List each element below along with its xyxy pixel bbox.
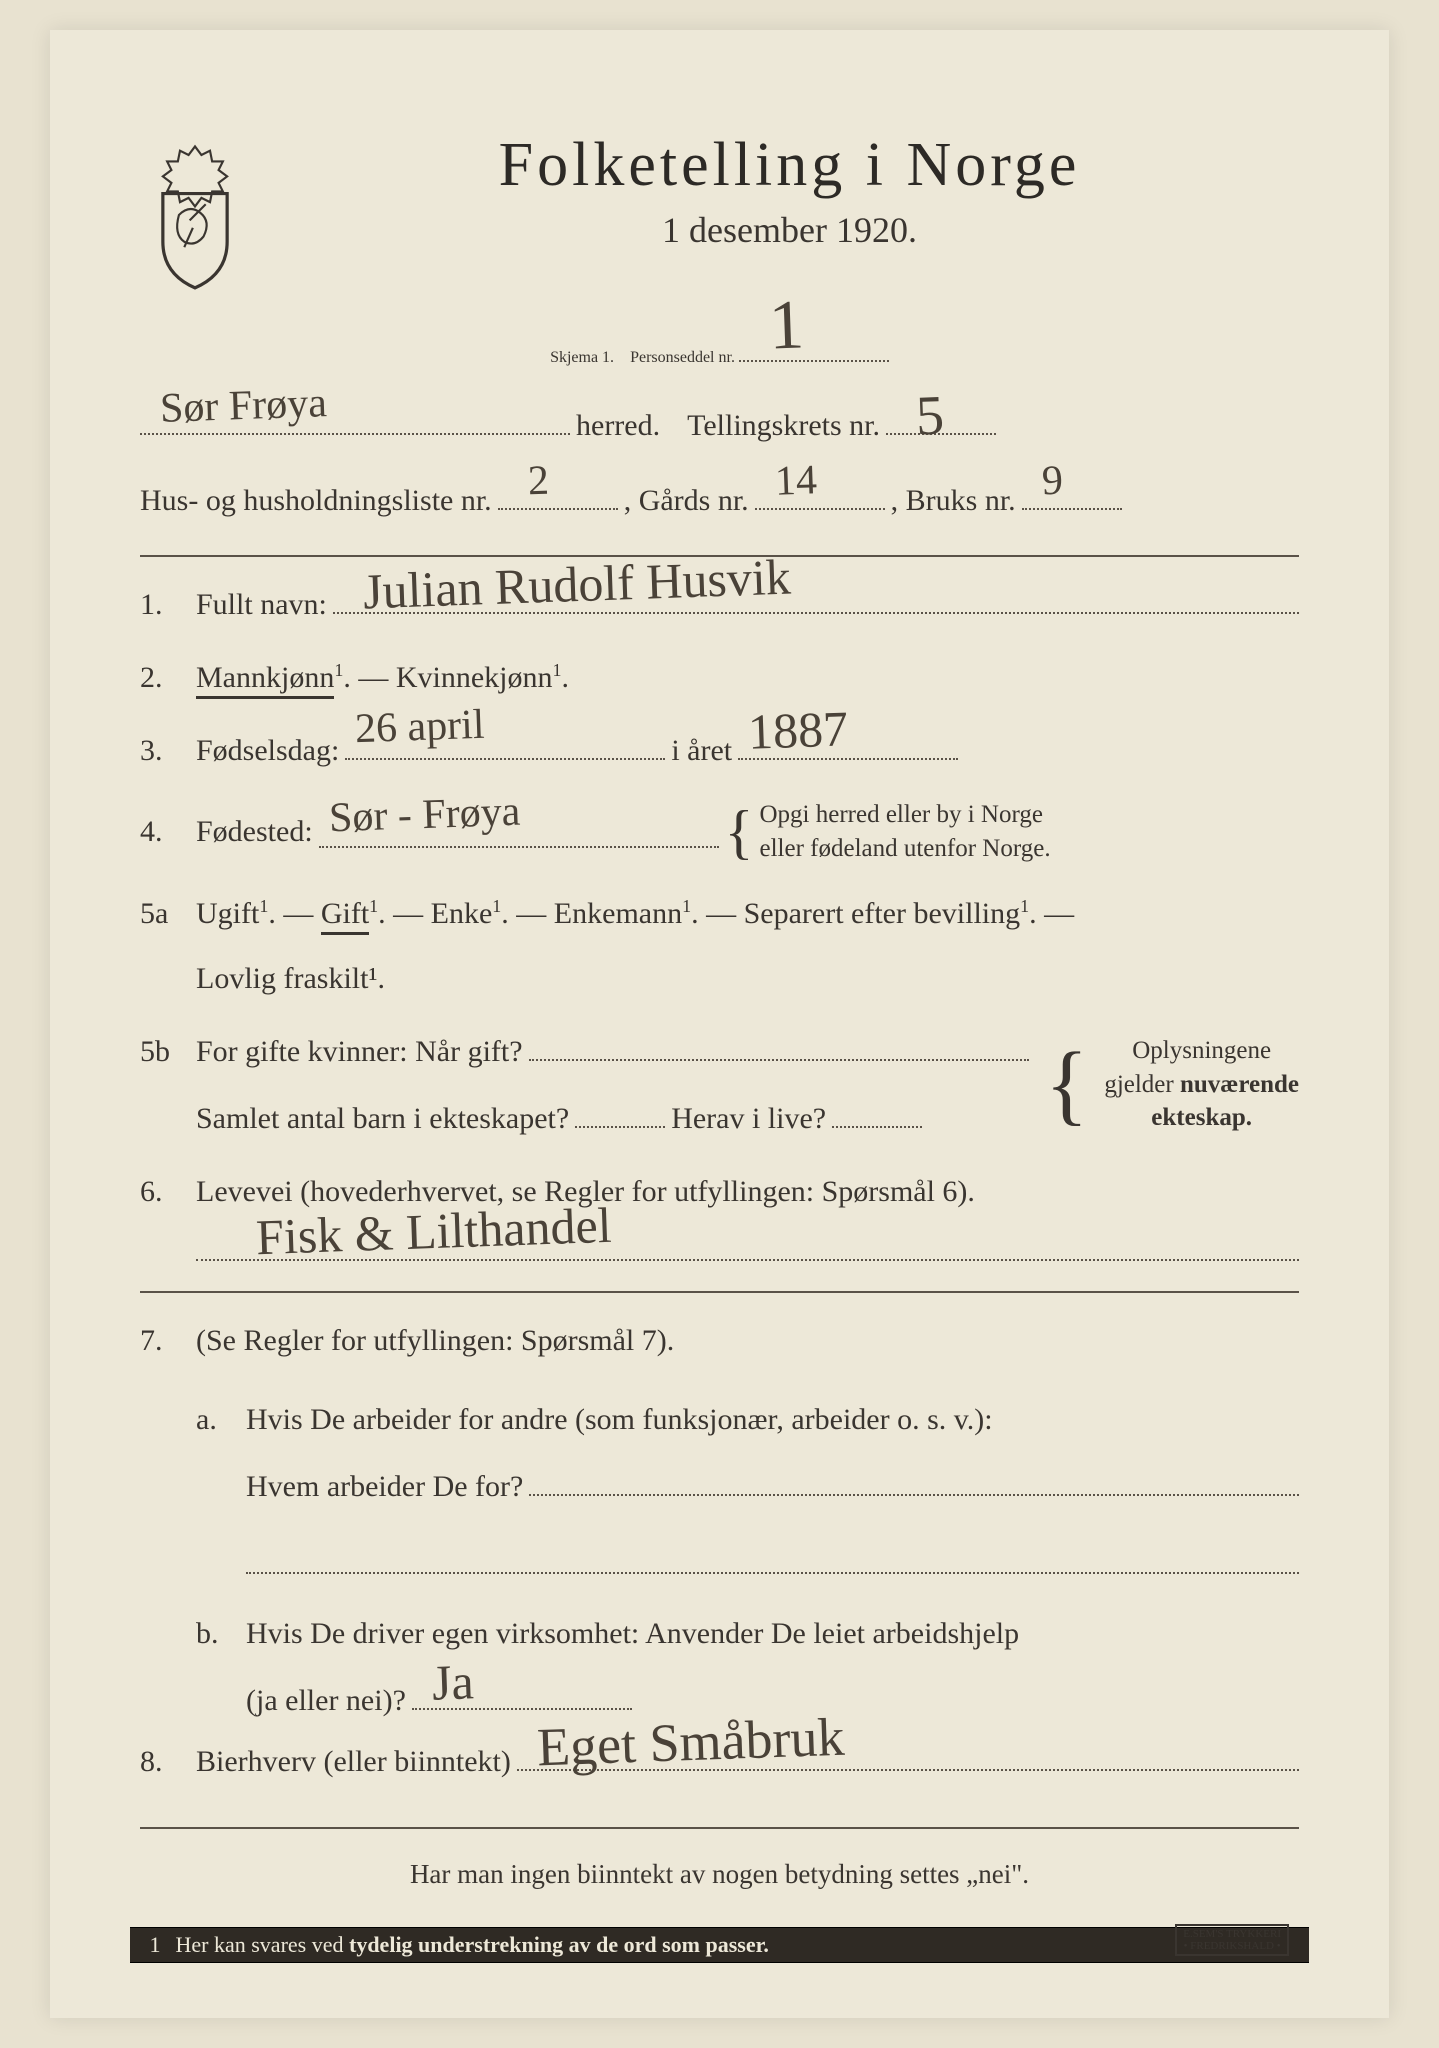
q5b-l2b: Herav i live? (671, 1093, 826, 1144)
footnote-bar: 1 Her kan svares ved tydelig understrekn… (130, 1927, 1309, 1963)
q7b-l2a: (ja eller nei)? (246, 1675, 406, 1726)
census-form-page: Folketelling i Norge 1 desember 1920. Sk… (50, 30, 1389, 2018)
q4: 4. Fødested: Sør - Frøya { Opgi herred e… (140, 798, 1299, 866)
person-label: Personseddel nr. (630, 349, 735, 366)
q7: 7. (Se Regler for utfyllingen: Spørsmål … (140, 1315, 1299, 1726)
q3-year: 1887 (747, 686, 850, 774)
herred-label: herred. (576, 397, 660, 454)
title-block: Folketelling i Norge 1 desember 1920. (280, 130, 1299, 251)
divider-2 (140, 1291, 1299, 1293)
bottom-note: Har man ingen biinntekt av nogen betydni… (140, 1859, 1299, 1890)
q7b-l1: Hvis De driver egen virksomhet: Anvender… (246, 1617, 1019, 1650)
bruks-value: 9 (1040, 442, 1064, 522)
hus-line: Hus- og husholdningsliste nr. 2 , Gårds … (140, 472, 1299, 529)
brace-icon: { (725, 808, 754, 856)
q1: 1. Fullt navn: Julian Rudolf Husvik (140, 579, 1299, 630)
main-title: Folketelling i Norge (280, 130, 1299, 201)
q2-num: 2. (140, 661, 196, 695)
q4-note: Opgi herred eller by i Norge eller fødel… (759, 798, 1050, 866)
q4-note-l2: eller fødeland utenfor Norge. (759, 835, 1050, 862)
person-nr-value: 1 (768, 285, 806, 366)
q4-label: Fødested: (196, 806, 313, 857)
q5b-n3: ekteskap. (1151, 1104, 1252, 1131)
divider-3 (140, 1827, 1299, 1829)
q5b-l1: For gifte kvinner: Når gift? (196, 1026, 523, 1077)
q8-value: Eget Småbruk (535, 1691, 845, 1793)
hus-label: Hus- og husholdningsliste nr. (140, 472, 492, 529)
q8: 8. Bierhverv (eller biinntekt) Eget Småb… (140, 1736, 1299, 1787)
q1-value: Julian Rudolf Husvik (361, 535, 792, 635)
q7a-l2: Hvem arbeider De for? (246, 1461, 523, 1512)
q2-mann: Mannkjønn (196, 661, 334, 699)
q6: 6. Levevei (hovederhvervet, se Regler fo… (140, 1166, 1299, 1261)
q5a-gift: Gift (321, 897, 369, 935)
q8-num: 8. (140, 1745, 196, 1779)
q2-sep: — (358, 661, 396, 694)
q4-note-l1: Opgi herred eller by i Norge (759, 801, 1042, 828)
q1-num: 1. (140, 588, 196, 622)
skjema-line: Skjema 1. Personseddel nr. 1 (140, 330, 1299, 367)
hus-value: 2 (526, 442, 550, 522)
coat-of-arms-icon (140, 140, 250, 290)
sup1: 1 (334, 660, 343, 680)
bruks-label: , Bruks nr. (891, 472, 1016, 529)
subtitle: 1 desember 1920. (280, 209, 1299, 251)
brace-icon-2: { (1045, 1049, 1088, 1121)
q3-mid: i året (671, 725, 732, 776)
q5b-l2a: Samlet antal barn i ekteskapet? (196, 1093, 569, 1144)
q7b-value: Ja (430, 1639, 475, 1725)
footnote-text: Her kan svares ved tydelig understreknin… (176, 1932, 769, 1957)
q2: 2. Mannkjønn1. — Kvinnekjønn1. (140, 652, 1299, 703)
q3-num: 3. (140, 734, 196, 768)
q6-value: Fisk & Lilthandel (255, 1182, 613, 1279)
q3: 3. Fødselsdag: 26 april i året 1887 (140, 725, 1299, 776)
q7a-num: a. (196, 1394, 246, 1574)
q5a: 5a Ugift1. — Gift1. — Enke1. — Enkemann1… (140, 888, 1299, 1004)
herred-value: Sør Frøya (159, 364, 329, 450)
footnote-num: 1 (140, 1932, 170, 1958)
skjema-label: Skjema 1. (550, 349, 614, 366)
q5a-num: 5a (140, 897, 196, 931)
sup1b: 1 (552, 660, 561, 680)
q5a-line2: Lovlig fraskilt¹. (196, 953, 1299, 1004)
header: Folketelling i Norge 1 desember 1920. (140, 130, 1299, 290)
q6-num: 6. (140, 1175, 196, 1209)
gard-value: 14 (773, 441, 818, 522)
q5b-n2: gjelder nuværende (1104, 1071, 1299, 1098)
krets-value: 5 (914, 363, 946, 470)
q1-label: Fullt navn: (196, 579, 327, 630)
q7-label: (Se Regler for utfyllingen: Spørsmål 7). (196, 1324, 674, 1357)
q4-value: Sør - Frøya (327, 776, 521, 854)
printer-mark: E.SEM'S TRYKKERI• FREDRIKSHALD • (1175, 1924, 1289, 1956)
q3-label: Fødselsdag: (196, 725, 339, 776)
q5b: 5b For gifte kvinner: Når gift? Samlet a… (140, 1026, 1299, 1144)
q7-num: 7. (140, 1324, 196, 1358)
gard-label: , Gårds nr. (624, 472, 749, 529)
q5b-num: 5b (140, 1035, 196, 1069)
q5b-note: Oplysningene gjelder nuværende ekteskap. (1104, 1034, 1299, 1135)
q8-label: Bierhverv (eller biinntekt) (196, 1736, 511, 1787)
q7a-l1: Hvis De arbeider for andre (som funksjon… (246, 1403, 993, 1436)
q7b-num: b. (196, 1608, 246, 1726)
q3-day: 26 april (354, 690, 486, 766)
herred-line: Sør Frøya herred. Tellingskrets nr. 5 (140, 397, 1299, 454)
q4-num: 4. (140, 815, 196, 849)
q5b-n1: Oplysningene (1132, 1037, 1271, 1064)
